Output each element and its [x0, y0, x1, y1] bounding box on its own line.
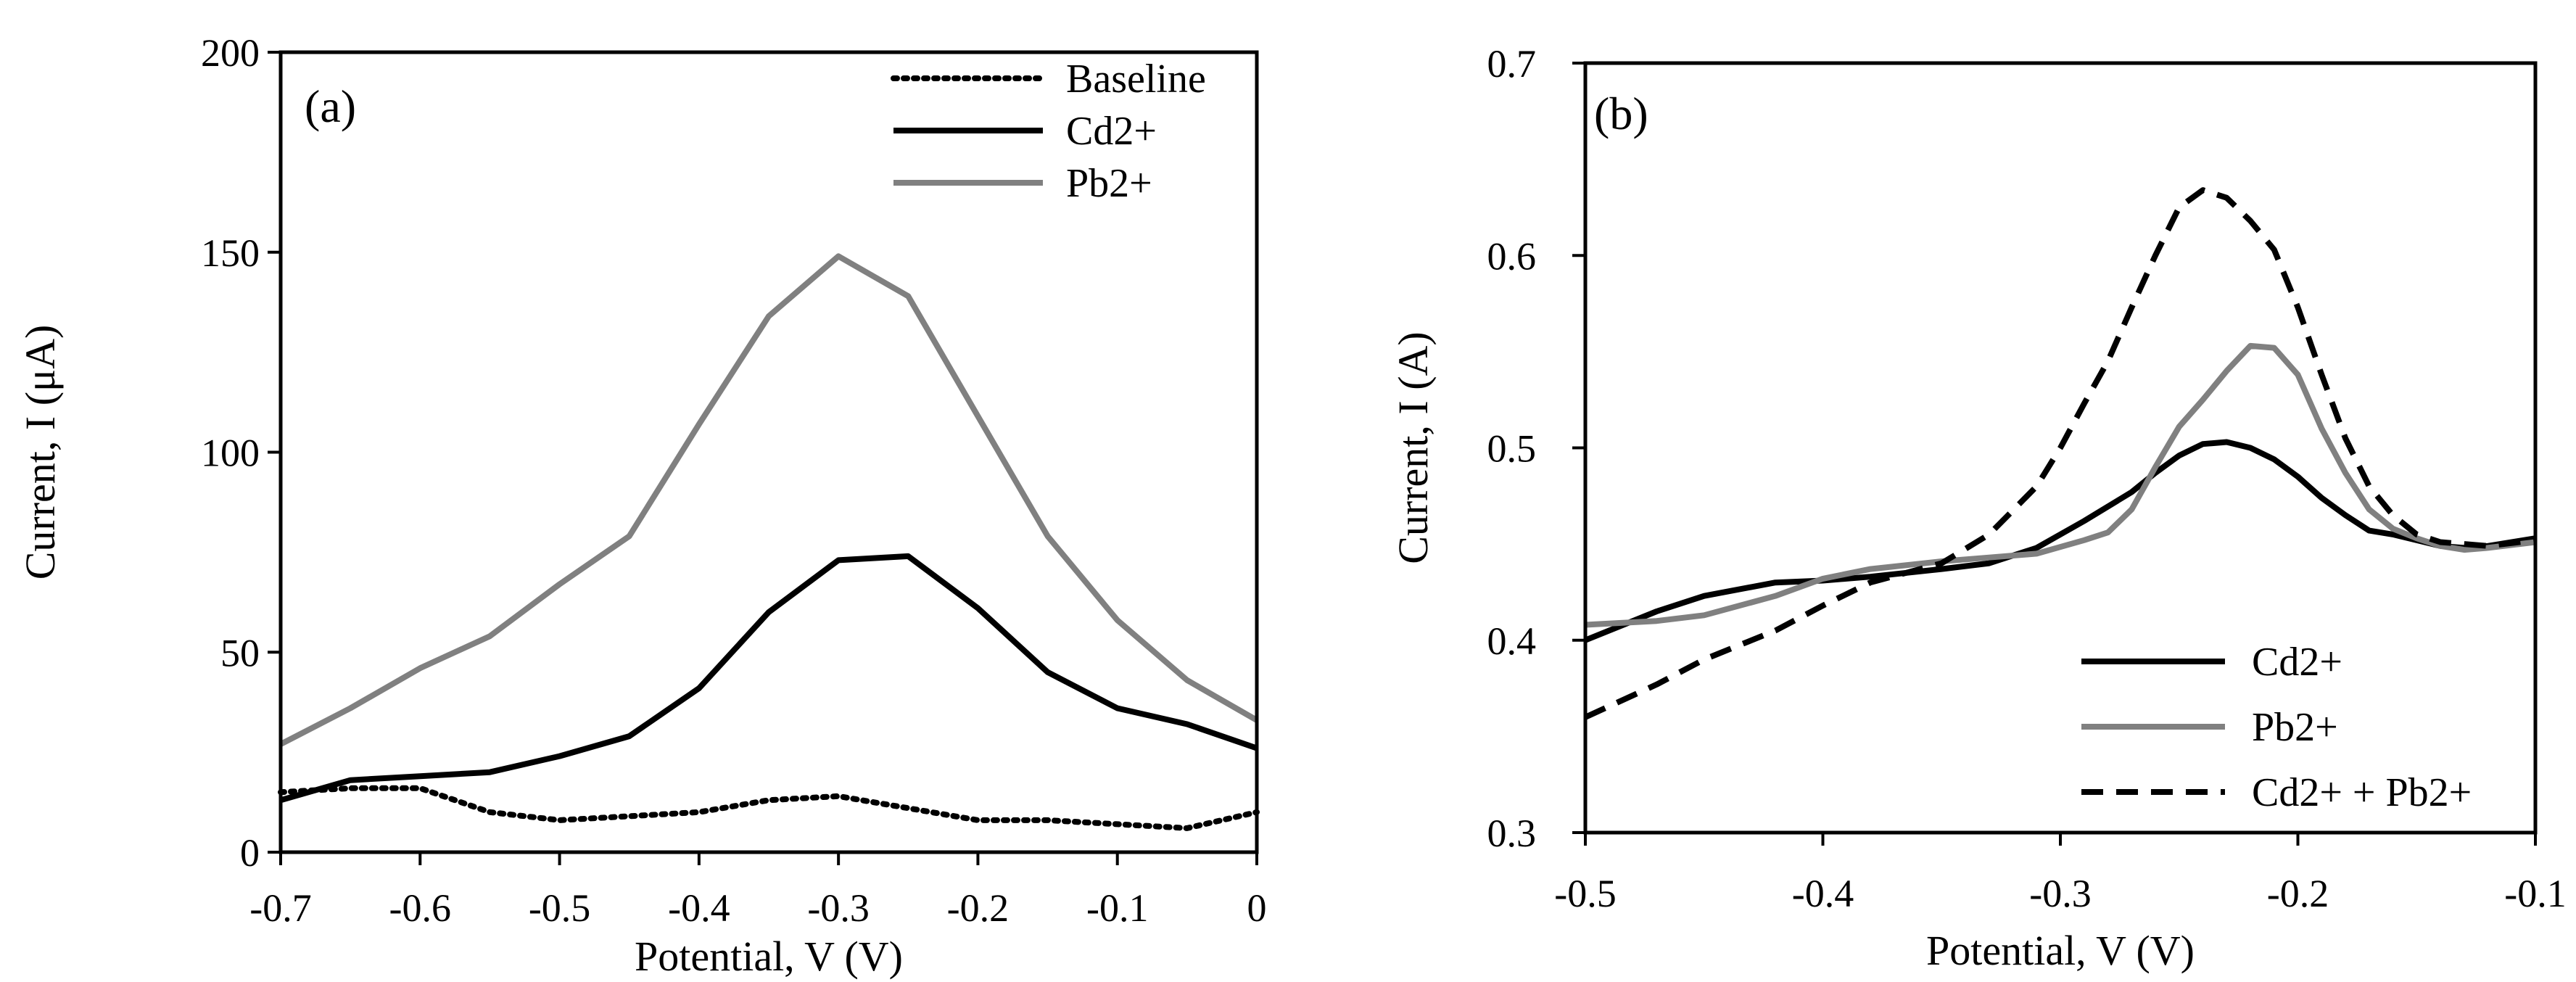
y-tick-label-b-0: 0.3	[1487, 812, 1537, 855]
x-tick-label-b-2: -0.3	[2029, 872, 2091, 915]
legend-label-b-2: Cd2+ + Pb2+	[2252, 770, 2472, 815]
x-tick-label-a-4: -0.3	[807, 886, 869, 930]
x-tick-label-a-6: -0.1	[1086, 886, 1148, 930]
panel-label-a: (a)	[305, 81, 356, 132]
x-axis-label-a: Potential, V (V)	[635, 933, 903, 980]
series-line-a-2	[279, 253, 1258, 747]
legend-label-b-1: Pb2+	[2252, 705, 2338, 750]
y-axis-label-a: Current, I (μA)	[17, 325, 64, 580]
series-line-a-1	[279, 553, 1258, 804]
x-tick-label-a-5: -0.2	[947, 886, 1009, 930]
legend-label-b-0: Cd2+	[2252, 640, 2342, 685]
x-tick-label-a-1: -0.6	[389, 886, 451, 930]
chart-b: (b) -0.5 -0.4 -0.3 -0.2 -0.1 0.3 0.4 0.5 0.6 0.7 P…	[1390, 42, 2567, 974]
x-tick-label-a-7: 0	[1247, 886, 1267, 930]
y-tick-label-b-2: 0.5	[1487, 427, 1537, 471]
y-tick-label-b-3: 0.6	[1487, 234, 1537, 278]
x-tick-label-b-1: -0.4	[1792, 872, 1854, 915]
y-tick-label-b-1: 0.4	[1487, 619, 1537, 663]
legend-label-a-1: Cd2+	[1066, 109, 1157, 154]
chart-a: (a) -0.7 -0.6 -0.5 -0.4 -0.3 -0.2 -0.1 0 0 50 100 1…	[17, 31, 1267, 980]
x-tick-label-b-4: -0.1	[2504, 872, 2566, 915]
y-tick-label-a-1: 50	[220, 631, 260, 674]
y-axis-label-b: Current, I (A)	[1390, 331, 1437, 564]
series-line-b-2	[1584, 187, 2536, 720]
legend-label-a-0: Baseline	[1066, 57, 1206, 102]
y-tick-label-a-3: 150	[201, 231, 260, 275]
legend-label-a-2: Pb2+	[1066, 161, 1152, 206]
series-line-b-0	[1584, 439, 2536, 643]
y-tick-label-a-0: 0	[240, 831, 260, 875]
series-line-a-0	[278, 785, 1260, 831]
x-tick-label-b-3: -0.2	[2267, 872, 2329, 915]
series-line-b-1	[1585, 342, 2536, 628]
y-tick-label-a-4: 200	[201, 31, 260, 75]
x-axis-label-b: Potential, V (V)	[1926, 927, 2195, 974]
x-tick-label-a-0: -0.7	[249, 886, 311, 930]
x-tick-label-a-2: -0.5	[529, 886, 590, 930]
y-tick-label-b-4: 0.7	[1487, 42, 1537, 86]
y-tick-label-a-2: 100	[201, 432, 260, 475]
x-tick-label-b-0: -0.5	[1554, 872, 1616, 915]
x-tick-label-a-3: -0.4	[668, 886, 730, 930]
panel-label-b: (b)	[1594, 88, 1648, 139]
